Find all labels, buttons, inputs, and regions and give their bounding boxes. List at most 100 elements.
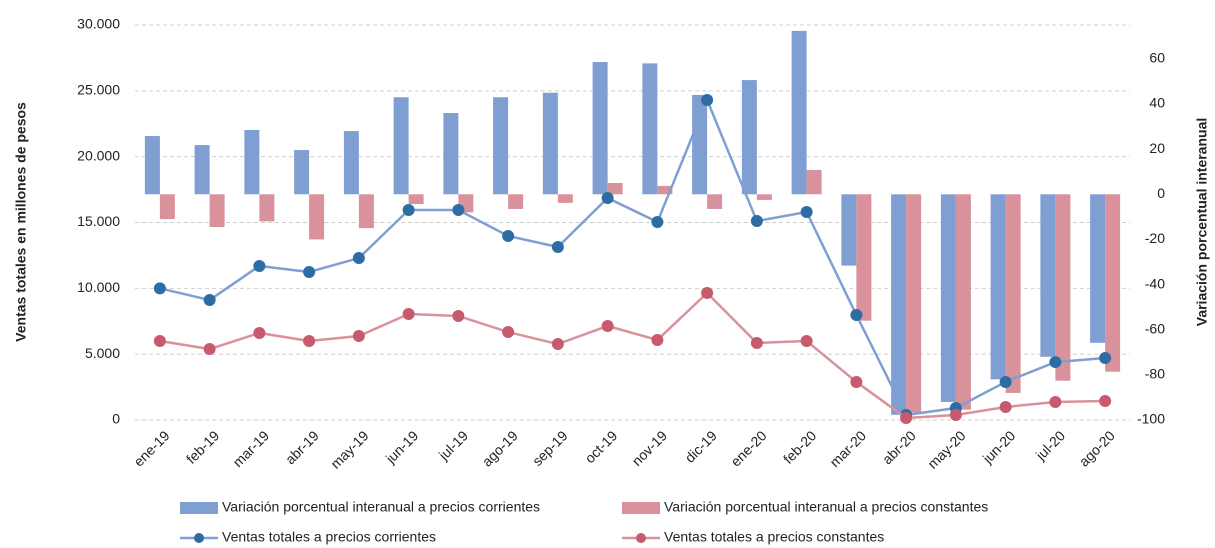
- point: [651, 215, 664, 228]
- point: [352, 329, 365, 342]
- x-tick-label: jul-20: [1032, 427, 1068, 463]
- x-tick-label: ago-20: [1076, 427, 1118, 469]
- y-tick-label: 5.000: [85, 345, 120, 361]
- y2-tick-label: 0: [1157, 185, 1165, 201]
- x-tick-label: may-19: [327, 427, 371, 471]
- point: [203, 294, 216, 307]
- line: [159, 291, 1106, 420]
- bar: [159, 194, 175, 220]
- point: [800, 335, 813, 347]
- y-tick-label: 0: [112, 411, 120, 427]
- bar: [358, 194, 374, 229]
- point: [153, 335, 166, 347]
- x-tick-label: sep-19: [529, 427, 571, 469]
- point: [303, 335, 316, 347]
- y-tick-label: 20.000: [77, 147, 120, 163]
- legend-label: Ventas totales a precios corrientes: [222, 529, 436, 545]
- bar: [756, 194, 772, 200]
- y2-tick-label: -100: [1137, 411, 1165, 427]
- point: [850, 375, 863, 388]
- x-tick-label: mar-20: [826, 427, 869, 470]
- legend-label: Variación porcentual interanual a precio…: [664, 499, 988, 515]
- bar: [791, 30, 807, 195]
- point: [551, 338, 564, 351]
- bar: [542, 92, 558, 195]
- legend-marker: [194, 533, 204, 543]
- x-tick-label: abr-20: [879, 427, 919, 467]
- point: [701, 286, 714, 299]
- x-tick-label: abr-19: [282, 427, 322, 467]
- point: [800, 205, 813, 218]
- bar: [144, 136, 160, 195]
- legend-swatch: [622, 502, 660, 514]
- bar: [692, 94, 708, 195]
- line: [159, 96, 1106, 417]
- bar: [493, 97, 509, 195]
- bar: [508, 194, 524, 209]
- point: [651, 333, 664, 346]
- legend-label: Variación porcentual interanual a precio…: [222, 499, 540, 515]
- point: [352, 252, 365, 265]
- y-tick-label: 25.000: [77, 82, 120, 98]
- point: [1099, 351, 1112, 364]
- bar: [408, 194, 424, 204]
- bar: [194, 145, 210, 195]
- bar: [707, 194, 723, 209]
- point: [502, 326, 515, 339]
- point: [153, 282, 166, 295]
- bar: [955, 194, 971, 410]
- x-tick-label: ene-20: [727, 427, 769, 469]
- bar: [841, 194, 857, 266]
- point: [551, 240, 564, 253]
- point: [999, 375, 1012, 388]
- point: [1099, 395, 1112, 408]
- y2-tick-label: -60: [1145, 320, 1165, 336]
- bar: [657, 185, 673, 195]
- point: [1049, 395, 1062, 408]
- y2-tick-label: -40: [1145, 275, 1165, 291]
- bar: [244, 129, 260, 195]
- point: [203, 343, 216, 356]
- legend-marker: [636, 533, 646, 543]
- bar: [209, 194, 225, 228]
- bar: [940, 194, 956, 402]
- bar: [1055, 194, 1071, 381]
- y-tick-label: 30.000: [77, 16, 120, 32]
- x-tick-label: feb-20: [780, 427, 820, 467]
- y2-tick-label: -20: [1145, 230, 1165, 246]
- y2-tick-label: -80: [1145, 366, 1165, 382]
- y2-tick-label: 20: [1149, 140, 1165, 156]
- x-tick-label: dic-19: [682, 427, 720, 465]
- point: [601, 319, 614, 332]
- legend-label: Ventas totales a precios constantes: [664, 529, 884, 545]
- bar: [806, 169, 822, 195]
- bar: [1005, 194, 1021, 393]
- point: [452, 309, 465, 322]
- x-tick-label: feb-19: [183, 427, 223, 467]
- bar: [856, 194, 872, 321]
- y-tick-label: 10.000: [77, 279, 120, 295]
- point: [949, 408, 962, 421]
- bar: [343, 131, 359, 195]
- x-tick-label: mar-19: [229, 427, 272, 470]
- y-tick-label: 15.000: [77, 213, 120, 229]
- legend-swatch: [180, 502, 218, 514]
- x-tick-label: ago-19: [479, 427, 521, 469]
- y2-tick-label: 60: [1149, 50, 1165, 66]
- bar: [592, 62, 608, 195]
- x-tick-label: jun-20: [979, 427, 1019, 467]
- bar: [557, 194, 573, 203]
- point: [502, 229, 515, 242]
- bar: [294, 150, 310, 195]
- point: [402, 308, 415, 321]
- point: [900, 412, 913, 425]
- x-tick-label: jun-19: [382, 427, 422, 467]
- bar: [990, 194, 1006, 380]
- point: [253, 326, 266, 339]
- bar: [891, 194, 907, 415]
- y2-tick-label: 40: [1149, 95, 1165, 111]
- bar: [607, 183, 623, 195]
- y2-axis-title: Variación porcentual interanual: [1194, 118, 1210, 327]
- point: [850, 308, 863, 321]
